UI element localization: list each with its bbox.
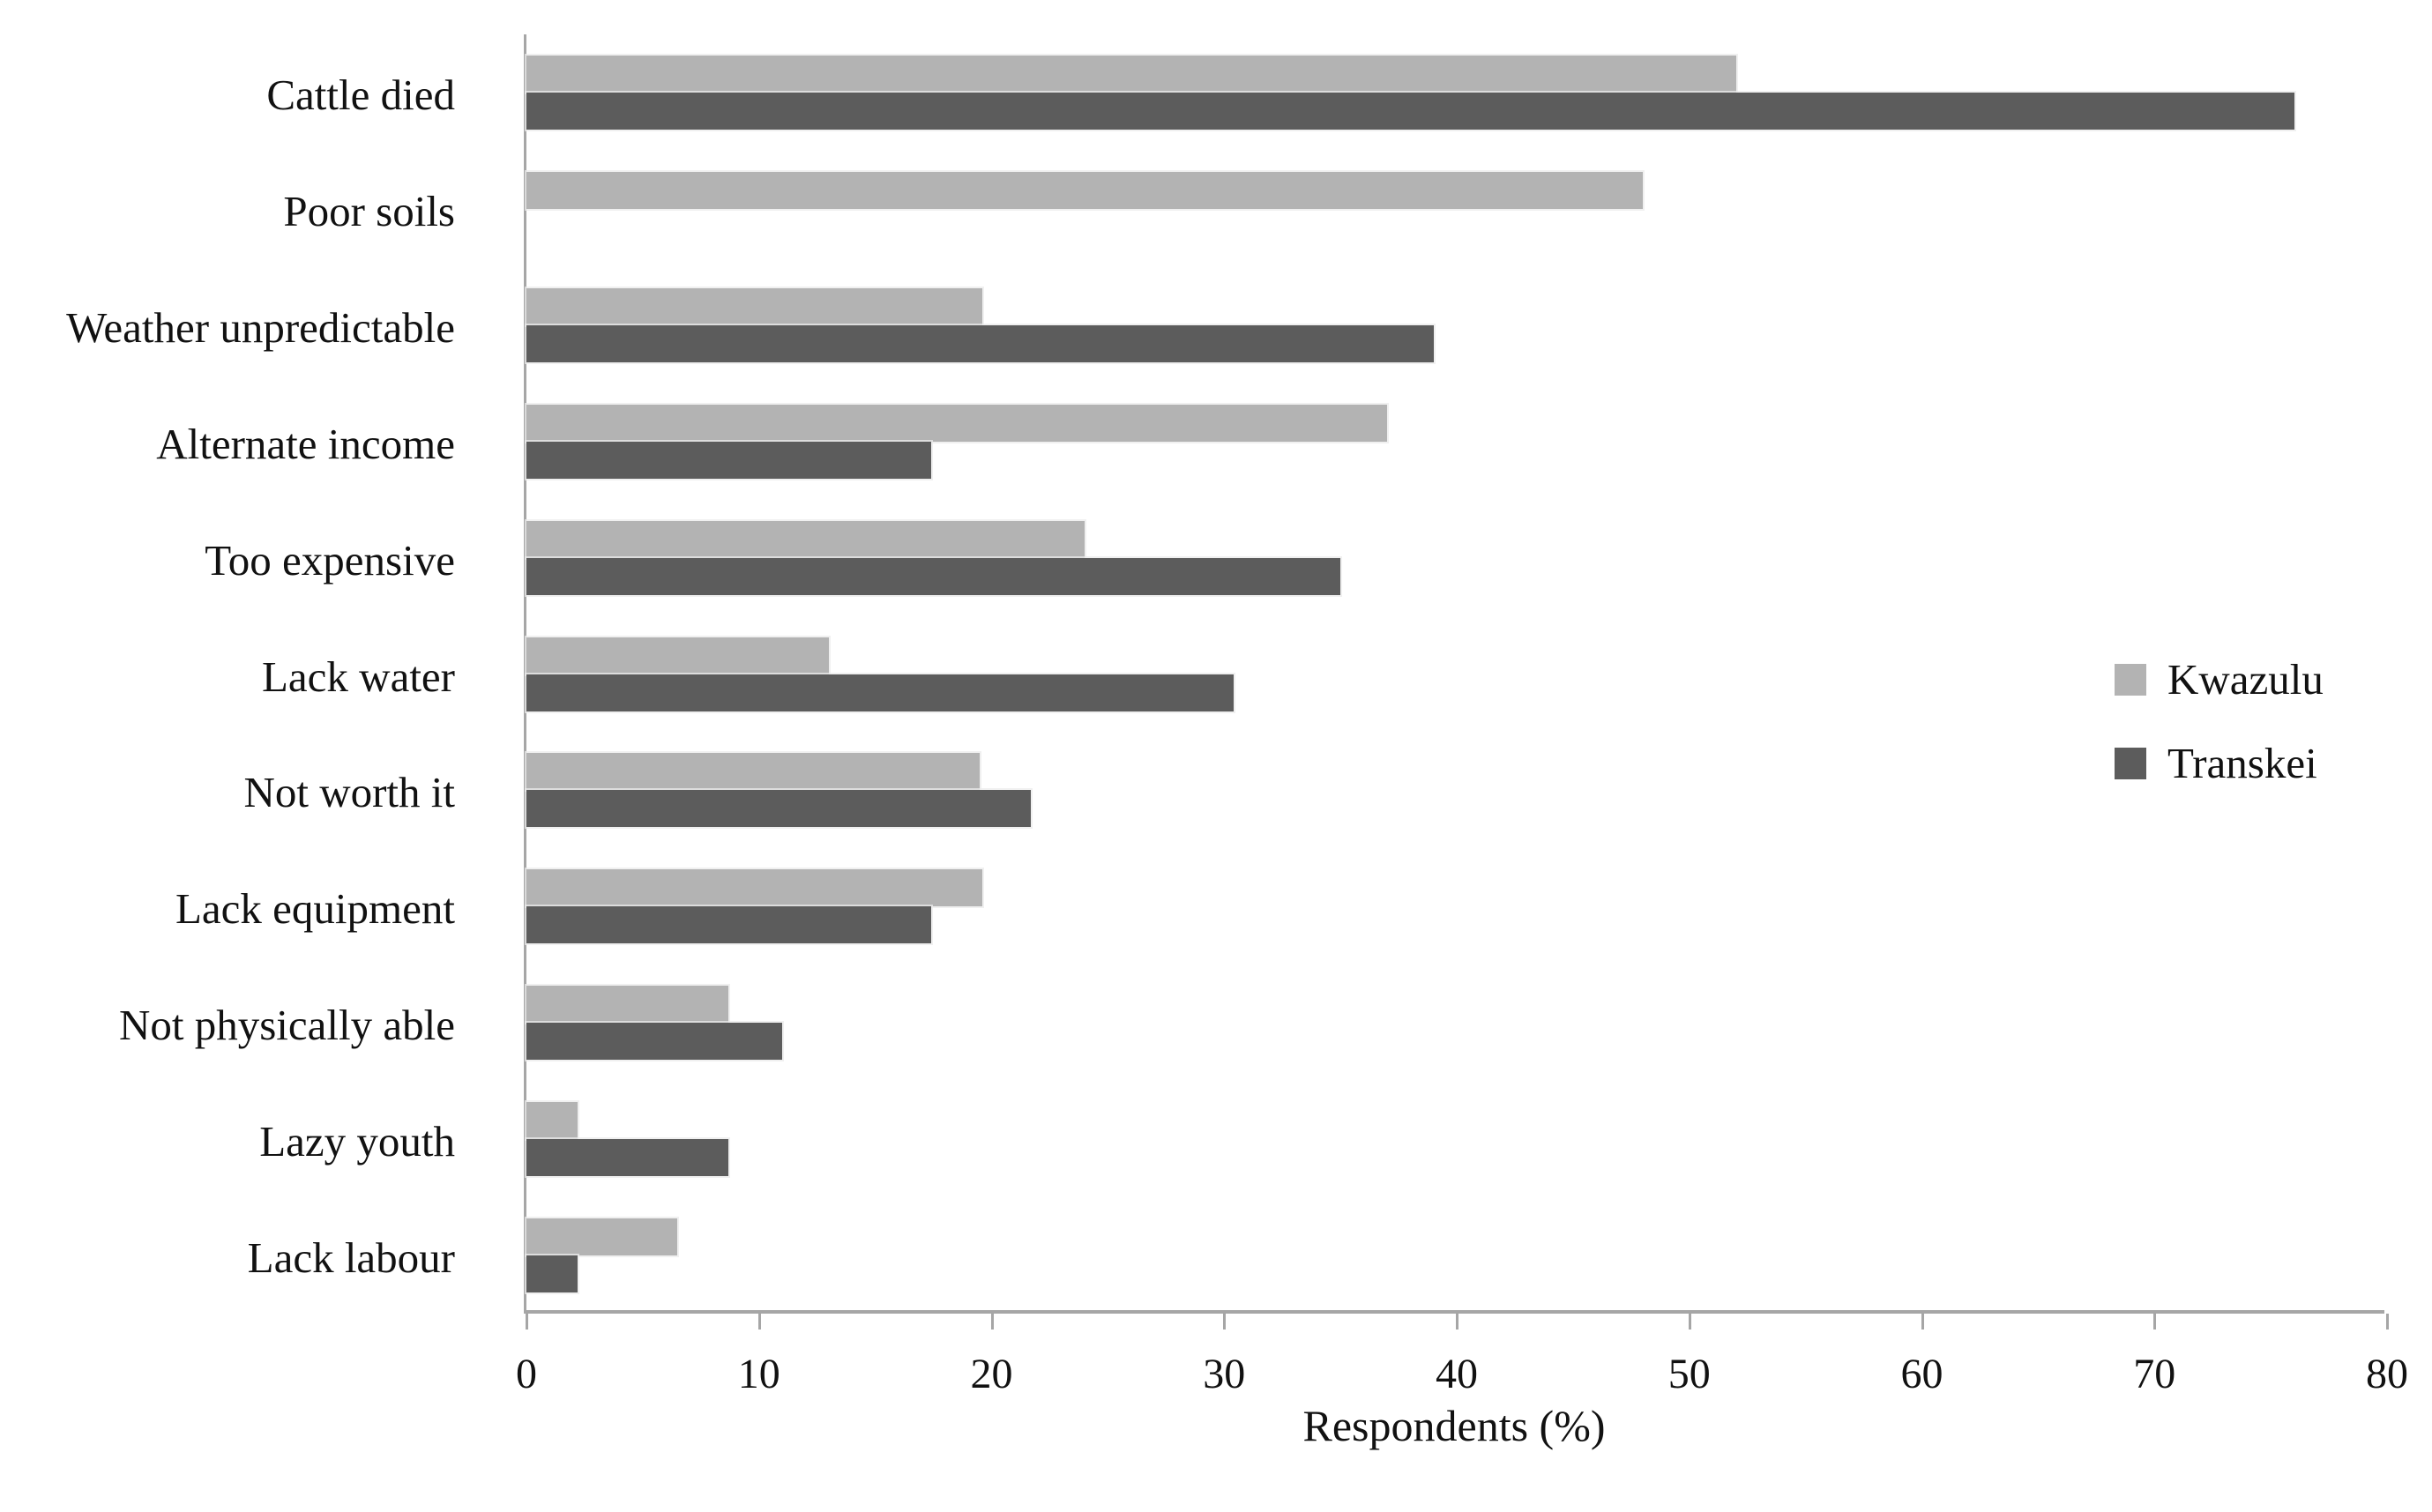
x-axis-tick-label: 20 <box>970 1351 1013 1397</box>
legend-label: Kwazulu <box>2167 655 2324 704</box>
category-label: Alternate income <box>156 419 455 468</box>
category-row: Not worth it <box>243 732 2384 848</box>
legend-swatch <box>2115 663 2146 696</box>
category-label: Cattle died <box>266 71 455 119</box>
bar-kwazulu <box>526 404 1387 442</box>
legend-item-kwazulu: Kwazulu <box>2115 654 2324 704</box>
x-axis-tick-label: 40 <box>1436 1351 1478 1397</box>
legend-label: Transkei <box>2167 739 2317 787</box>
x-axis-tick <box>1223 1314 1227 1330</box>
x-axis-tick-label: 80 <box>2366 1351 2408 1397</box>
bar-kwazulu <box>526 637 829 674</box>
category-row: Cattle died <box>266 34 2384 151</box>
category-row: Lack labour <box>248 1197 2384 1314</box>
x-axis-tick-label: 50 <box>1667 1351 1711 1397</box>
category-row: Lack water <box>262 616 2384 733</box>
bar-transkei <box>526 1139 729 1177</box>
category-row: Lazy youth <box>259 1081 2384 1197</box>
bar-transkei <box>526 1023 783 1061</box>
category-label: Lazy youth <box>259 1117 455 1166</box>
legend-item-transkei: Transkei <box>2115 738 2324 788</box>
category-label: Poor soils <box>283 186 455 235</box>
bar-kwazulu <box>526 171 1643 209</box>
bar-transkei <box>526 93 2294 130</box>
category-label: Lack labour <box>247 1233 455 1283</box>
category-label: Too expensive <box>205 535 455 585</box>
category-label: Not worth it <box>243 768 455 817</box>
category-row: Alternate income <box>156 384 2384 500</box>
bar-transkei <box>526 324 1434 362</box>
x-axis-tick-label: 10 <box>737 1351 780 1397</box>
x-axis-tick-label: 70 <box>2133 1351 2176 1397</box>
x-axis-tick <box>1688 1314 1691 1330</box>
x-axis-tick-label: 30 <box>1203 1351 1246 1397</box>
x-axis-tick <box>2386 1314 2389 1330</box>
category-label: Not physically able <box>118 1001 455 1050</box>
category-row: Poor soils <box>283 151 2384 267</box>
legend-swatch <box>2115 747 2146 779</box>
bar-kwazulu <box>526 753 981 791</box>
bar-kwazulu <box>526 287 982 325</box>
bar-transkei <box>526 790 1032 828</box>
x-axis-tick <box>2153 1314 2157 1330</box>
x-axis-tick-label: 0 <box>516 1351 537 1397</box>
category-row: Not physically able <box>119 965 2384 1081</box>
x-axis-title: Respondents (%) <box>1302 1401 1606 1450</box>
x-axis-tick <box>990 1314 994 1330</box>
x-axis-tick <box>1921 1314 1924 1330</box>
plot-area: Cattle died Poor soils Weather unpredictab… <box>66 34 2408 1397</box>
bar-kwazulu <box>526 1218 678 1256</box>
x-axis-tick-label: 60 <box>1900 1351 1943 1397</box>
x-axis-tick <box>1456 1314 1458 1330</box>
legend: Kwazulu Transkei <box>2115 654 2324 822</box>
bar-kwazulu <box>526 986 729 1024</box>
bar-transkei <box>526 1255 578 1293</box>
bar-transkei <box>526 557 1341 595</box>
bar-kwazulu <box>526 520 1085 558</box>
x-axis-tick <box>526 1314 528 1330</box>
bar-transkei <box>526 906 931 944</box>
bar-kwazulu <box>526 869 982 907</box>
category-row: Too expensive <box>205 500 2384 616</box>
category-row: Lack equipment <box>175 848 2384 965</box>
x-axis-tick <box>757 1314 761 1330</box>
bar-transkei <box>526 441 931 479</box>
category-label: Lack equipment <box>175 884 455 934</box>
category-label: Lack water <box>262 652 455 701</box>
category-label: Weather unpredictable <box>66 302 455 352</box>
bar-transkei <box>526 674 1234 711</box>
bar-kwazulu <box>526 1102 578 1140</box>
category-row: Weather unpredictable <box>66 267 2384 384</box>
bar-kwazulu <box>526 56 1736 93</box>
